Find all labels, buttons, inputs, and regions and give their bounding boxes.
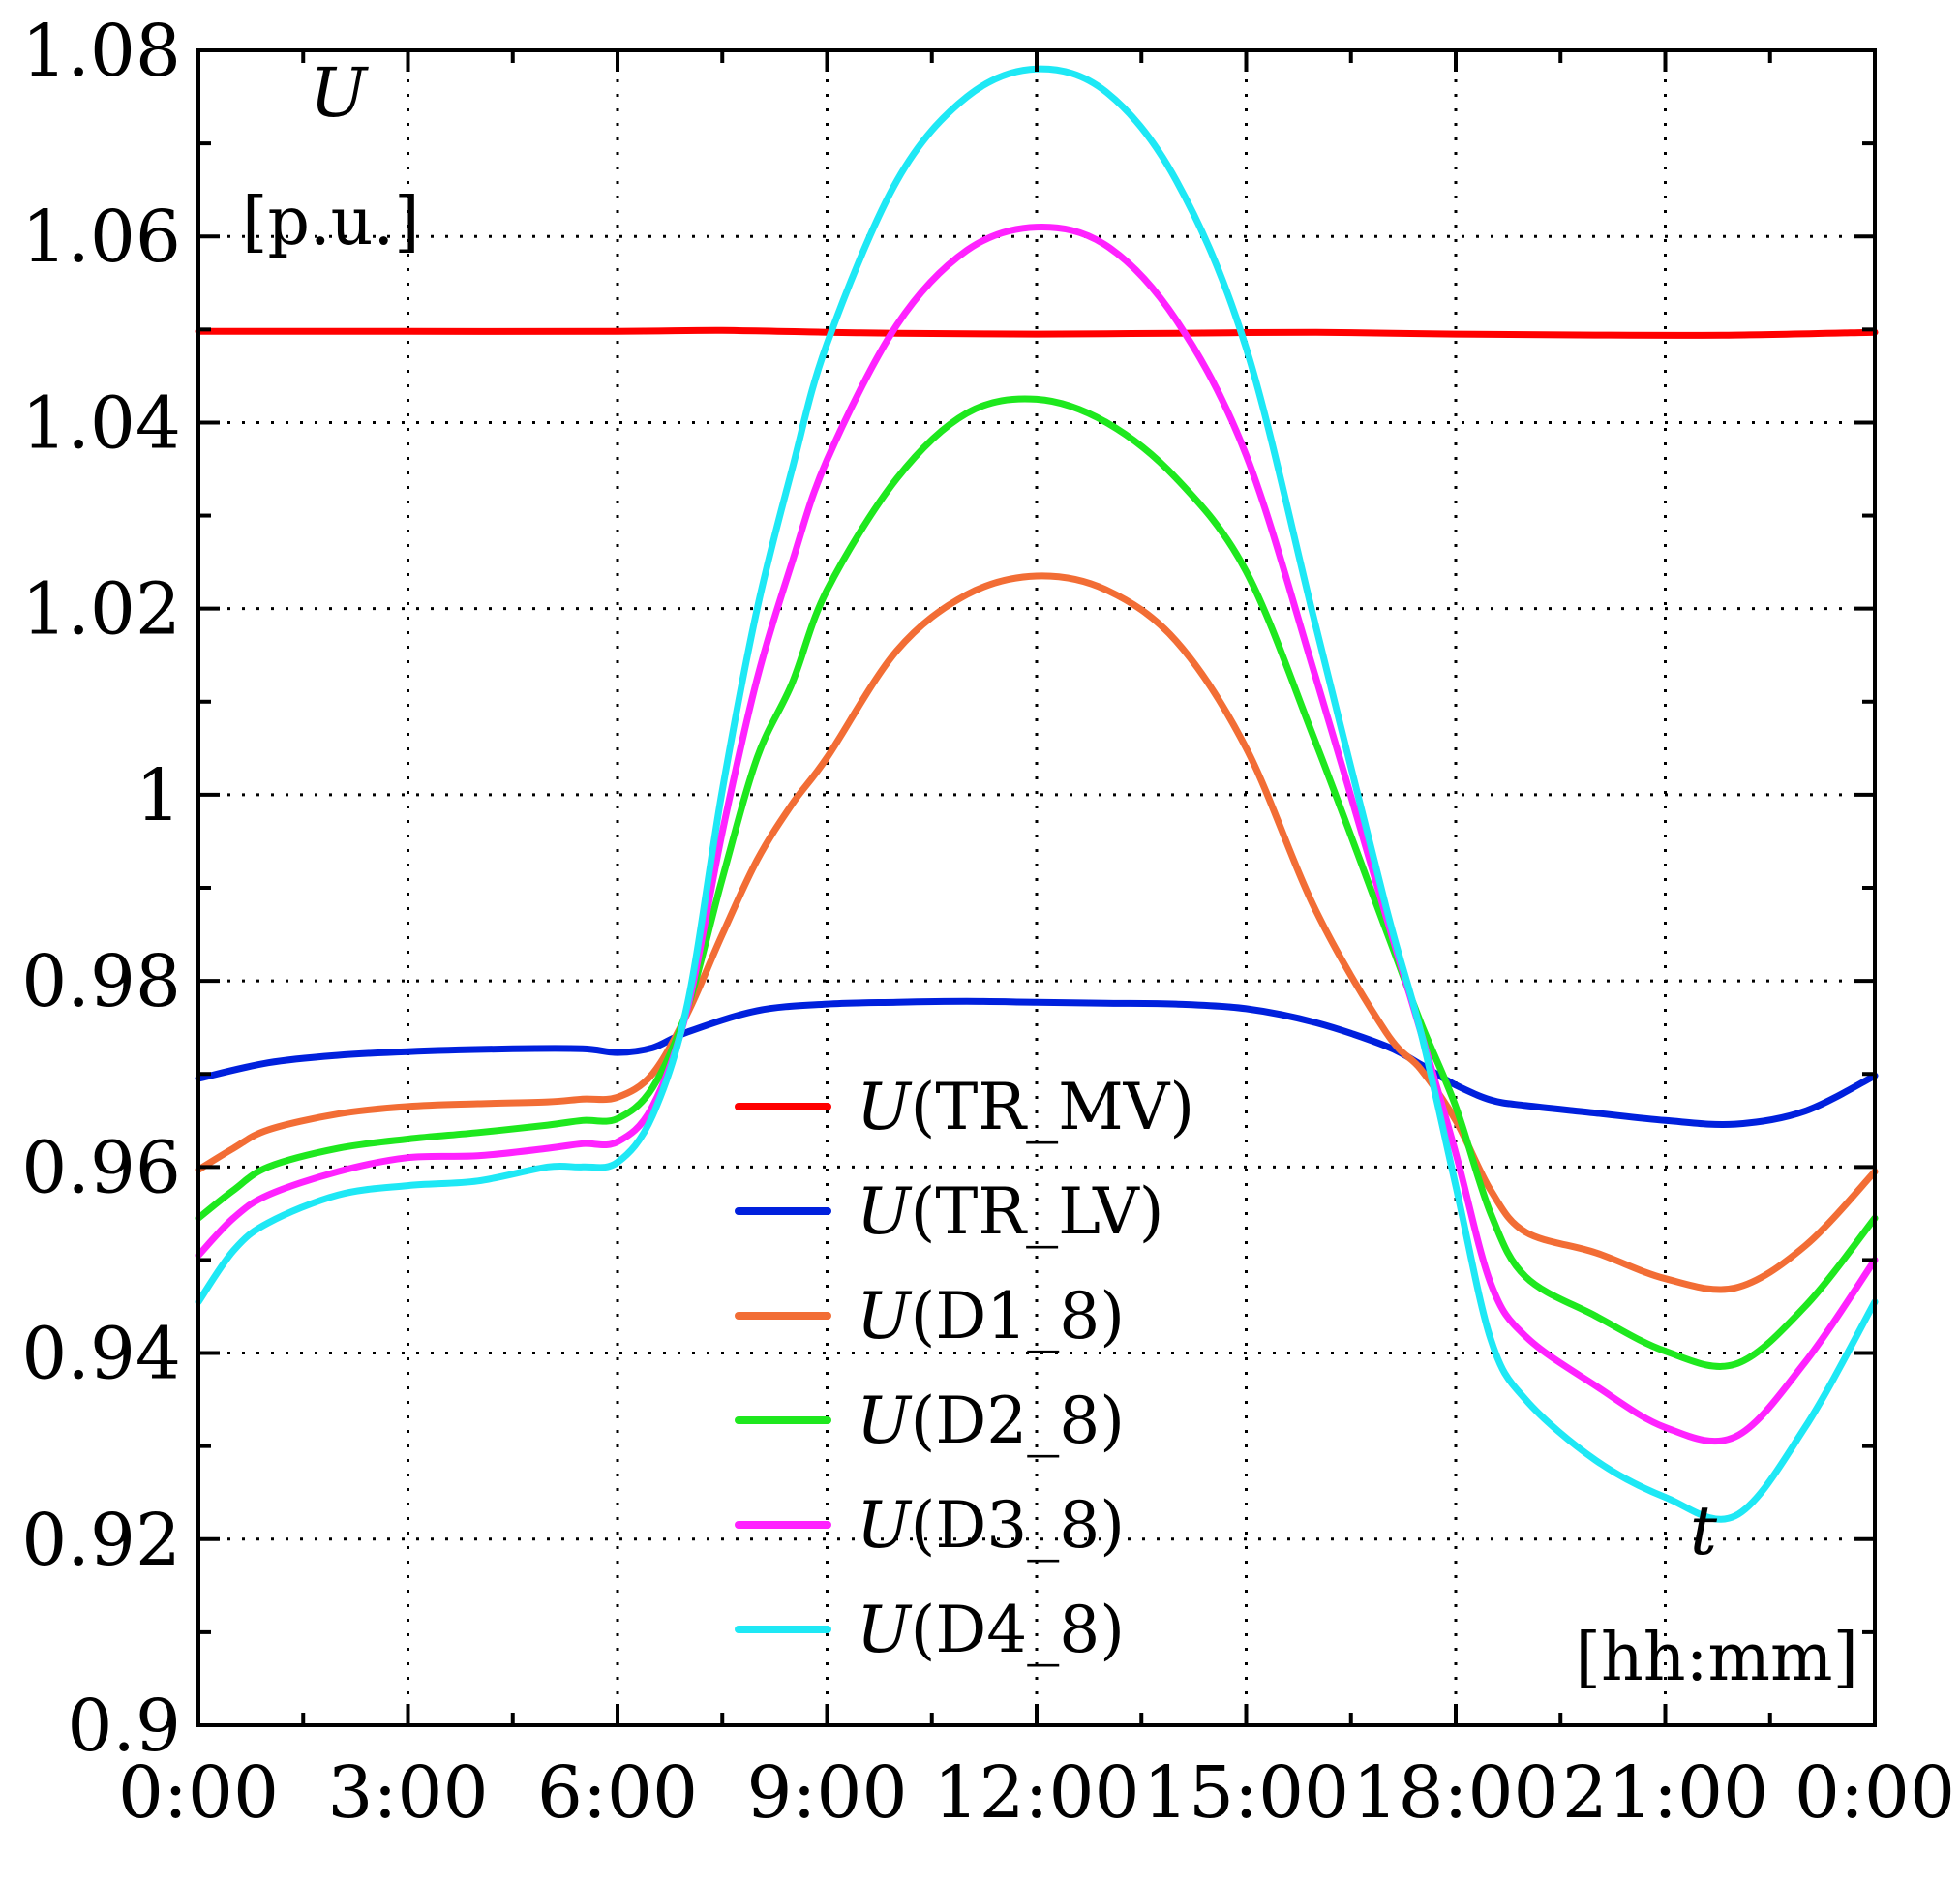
y-tick-label: 1.02 xyxy=(21,568,181,652)
x-tick-label: 12:00 xyxy=(933,1751,1139,1835)
series-line-tr-lv xyxy=(195,997,1879,1128)
x-tick-label: 0:00 xyxy=(118,1751,279,1835)
series-line-d2-8 xyxy=(195,395,1879,1370)
legend-label: U(TR_MV) xyxy=(857,1070,1194,1144)
x-axis-unit: [hh:mm] xyxy=(1575,1620,1858,1696)
y-tick-label: 0.94 xyxy=(21,1313,181,1396)
legend-label: U(D1_8) xyxy=(857,1279,1125,1353)
y-axis-symbol: U xyxy=(310,53,369,133)
legend-label: U(TR_LV) xyxy=(857,1174,1164,1249)
x-tick-label: 18:00 xyxy=(1352,1751,1558,1835)
grid-lines xyxy=(198,50,1875,1725)
tick-labels: 0.9 0.92 0.94 0.96 0.98 1 1.02 1.04 1.06 1.08 0:00… xyxy=(21,10,1955,1835)
series-line-d3-8 xyxy=(195,224,1879,1445)
x-axis-symbol: t xyxy=(1690,1491,1718,1570)
y-tick-label: 1.08 xyxy=(21,10,181,93)
y-tick-label: 1 xyxy=(136,754,181,837)
x-tick-label: 6:00 xyxy=(537,1751,698,1835)
series-lines xyxy=(195,65,1879,1523)
x-tick-label: 0:00 xyxy=(1794,1751,1955,1835)
legend-label: U(D2_8) xyxy=(857,1383,1125,1458)
x-tick-label: 21:00 xyxy=(1562,1751,1768,1835)
y-tick-label: 0.9 xyxy=(67,1685,181,1768)
x-tick-label: 3:00 xyxy=(327,1751,488,1835)
y-tick-label: 0.92 xyxy=(21,1499,181,1582)
x-tick-label: 9:00 xyxy=(746,1751,907,1835)
legend-label: U(D3_8) xyxy=(857,1488,1125,1563)
legend: U(TR_MV) U(TR_LV) U(D1_8) U(D2_8) U(D3_8) U(D… xyxy=(735,1070,1194,1667)
axis-ticks xyxy=(196,48,1877,1727)
y-axis-unit: [p.u.] xyxy=(242,184,420,260)
y-tick-label: 0.96 xyxy=(21,1126,181,1209)
y-tick-label: 0.98 xyxy=(21,940,181,1023)
series-line-d1-8 xyxy=(195,572,1879,1293)
legend-label: U(D4_8) xyxy=(857,1593,1125,1667)
series-line-d4-8 xyxy=(195,65,1879,1523)
x-tick-label: 15:00 xyxy=(1143,1751,1349,1835)
series-line-tr-mv xyxy=(195,326,1879,339)
y-tick-label: 1.04 xyxy=(21,381,181,465)
y-tick-label: 1.06 xyxy=(21,196,181,279)
